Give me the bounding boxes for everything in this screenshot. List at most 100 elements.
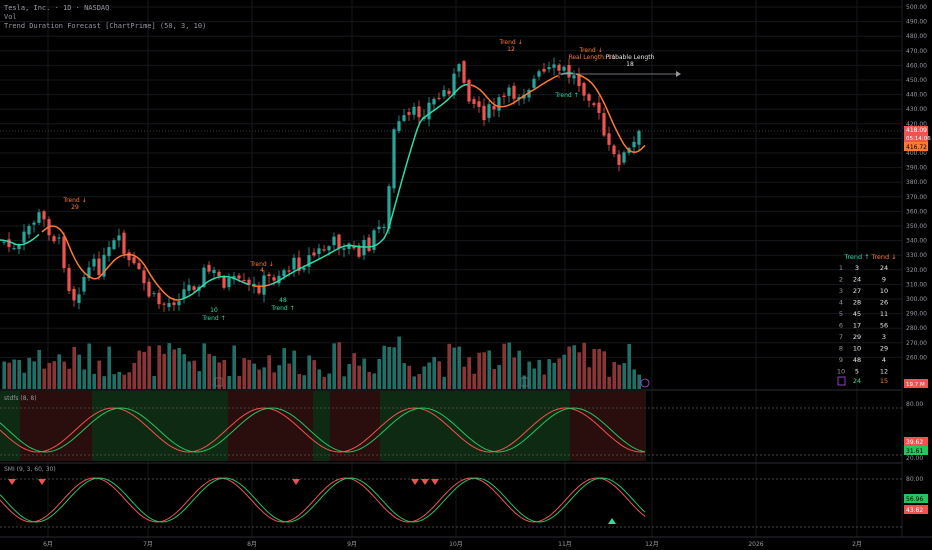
volume-bar	[132, 362, 136, 389]
volume-bar	[97, 360, 101, 389]
indicator-title[interactable]: Trend Duration Forecast [ChartPrime] (50…	[4, 22, 207, 30]
candle-body	[612, 145, 616, 154]
volume-bar	[527, 361, 531, 389]
volume-bar	[137, 350, 141, 389]
candle-body	[392, 129, 396, 189]
candle-body	[572, 75, 576, 79]
candle-body	[272, 277, 276, 281]
annotation-trend-up-2-length: 48	[279, 297, 287, 304]
volume-title[interactable]: Vol	[4, 13, 17, 21]
table-summary-down: 15	[880, 377, 888, 385]
time-axis-label: 8月	[247, 541, 257, 548]
candle-body	[7, 239, 11, 248]
volume-bar	[167, 343, 171, 389]
volume-bar	[87, 343, 91, 389]
event-marker-1	[214, 377, 223, 387]
symbol-title[interactable]: Tesla, Inc. · 1D · NASDAQ	[4, 4, 110, 12]
smi-sell-marker	[411, 479, 419, 485]
volume-bar	[232, 345, 236, 389]
candle-body	[587, 94, 591, 101]
volume-bar	[332, 343, 336, 389]
candle-body	[517, 97, 521, 100]
volume-bar	[262, 367, 266, 389]
volume-bar	[257, 369, 261, 389]
volume-bar	[237, 375, 241, 389]
candle-body	[437, 97, 441, 99]
volume-bar	[52, 361, 56, 389]
volume-bar	[497, 365, 501, 389]
volume-bar	[177, 347, 181, 389]
volume-bar	[17, 359, 21, 389]
volume-bar	[112, 374, 116, 389]
ma-price-tag	[904, 142, 928, 151]
price-axis-label: 330.00	[906, 252, 927, 259]
time-axis-label: 12月	[645, 541, 659, 548]
table-row-index: 10	[837, 368, 845, 376]
table-row-up: 17	[853, 322, 861, 330]
candle-body	[317, 248, 321, 254]
volume-bar	[22, 372, 26, 389]
volume-bar	[457, 346, 461, 389]
candle-body	[472, 99, 476, 104]
volume-bar	[27, 357, 31, 389]
pane2-title: stdfs (8, 8)	[4, 395, 37, 402]
candle-body	[167, 302, 171, 307]
candle-body	[212, 269, 216, 274]
candle-body	[302, 267, 306, 270]
candle-body	[287, 270, 291, 272]
volume-bar	[597, 348, 601, 389]
candle-body	[227, 277, 231, 288]
candle-body	[387, 186, 391, 229]
table-row-index: 2	[839, 276, 843, 284]
volume-bar	[317, 369, 321, 389]
volume-bar	[567, 346, 571, 389]
price-axis-label: 450.00	[906, 77, 927, 84]
volume-bar	[432, 356, 436, 389]
candle-body	[497, 97, 501, 111]
volume-bar	[577, 352, 581, 389]
volume-bar	[372, 373, 376, 389]
annotation-trend-down-2-arrow: Trend ↓	[249, 261, 273, 268]
candle-body	[542, 68, 546, 72]
table-row-index: 7	[839, 333, 843, 341]
stoch-band	[430, 391, 512, 461]
price-axis-label: 430.00	[906, 106, 927, 113]
candle-body	[127, 252, 131, 261]
candle-body	[397, 121, 401, 131]
candle-body	[427, 102, 431, 120]
smi-sell-marker	[431, 479, 439, 485]
volume-bar	[292, 350, 296, 389]
candle-body	[27, 225, 31, 235]
price-axis-label: 440.00	[906, 92, 927, 99]
price-axis-label: 470.00	[906, 48, 927, 55]
volume-bar	[107, 346, 111, 389]
pane2-red-value: 39.62	[906, 439, 923, 446]
time-axis[interactable]: 6月 7月 8月 9月 10月 11月 12月 2026 2月	[43, 541, 862, 548]
candle-body	[507, 87, 511, 96]
volume-bar	[327, 373, 331, 389]
time-axis-label: 9月	[347, 541, 357, 548]
forecast-value: 18	[626, 61, 634, 68]
volume-bar	[492, 368, 496, 389]
volume-bar	[12, 359, 16, 389]
candle-body	[57, 237, 61, 239]
volume-bar	[347, 364, 351, 389]
volume-bar	[382, 345, 386, 389]
volume-bar	[147, 346, 151, 389]
candle-body	[547, 67, 551, 70]
volume-bar	[352, 353, 356, 389]
volume-bar	[322, 376, 326, 389]
price-axis-label: 360.00	[906, 208, 927, 215]
volume-bar	[142, 351, 146, 389]
candle-body	[192, 286, 196, 290]
vol-tag	[904, 379, 928, 388]
table-row-down: 26	[880, 299, 888, 307]
volume-bar	[502, 343, 506, 389]
price-axis-label: 480.00	[906, 33, 927, 40]
table-row-down: 10	[880, 287, 888, 295]
candle-body	[477, 101, 481, 107]
price-axis-label: 320.00	[906, 267, 927, 274]
price-axis-label: 490.00	[906, 19, 927, 26]
candle-body	[582, 83, 586, 96]
